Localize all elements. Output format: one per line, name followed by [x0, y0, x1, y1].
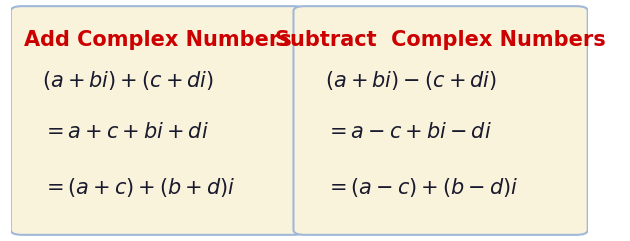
- FancyBboxPatch shape: [11, 6, 305, 235]
- Text: Subtract  Complex Numbers: Subtract Complex Numbers: [275, 30, 606, 50]
- Text: $(a+bi)-(c+di)$: $(a+bi)-(c+di)$: [325, 68, 497, 92]
- Text: $=a-c+bi-di$: $=a-c+bi-di$: [325, 122, 492, 142]
- Text: $=(a-c)+(b-d)i$: $=(a-c)+(b-d)i$: [325, 176, 518, 199]
- Text: $=a+c+bi+di$: $=a+c+bi+di$: [42, 122, 209, 142]
- Text: Add Complex Numbers: Add Complex Numbers: [24, 30, 292, 50]
- Text: $(a+bi)+(c+di)$: $(a+bi)+(c+di)$: [42, 68, 215, 92]
- FancyBboxPatch shape: [294, 6, 588, 235]
- Text: $=(a+c)+(b+d)i$: $=(a+c)+(b+d)i$: [42, 176, 236, 199]
